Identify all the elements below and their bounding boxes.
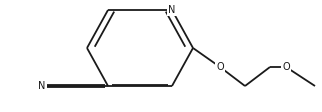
- Text: O: O: [216, 62, 224, 72]
- Text: N: N: [168, 5, 176, 15]
- Text: N: N: [38, 81, 46, 91]
- Text: O: O: [282, 62, 290, 72]
